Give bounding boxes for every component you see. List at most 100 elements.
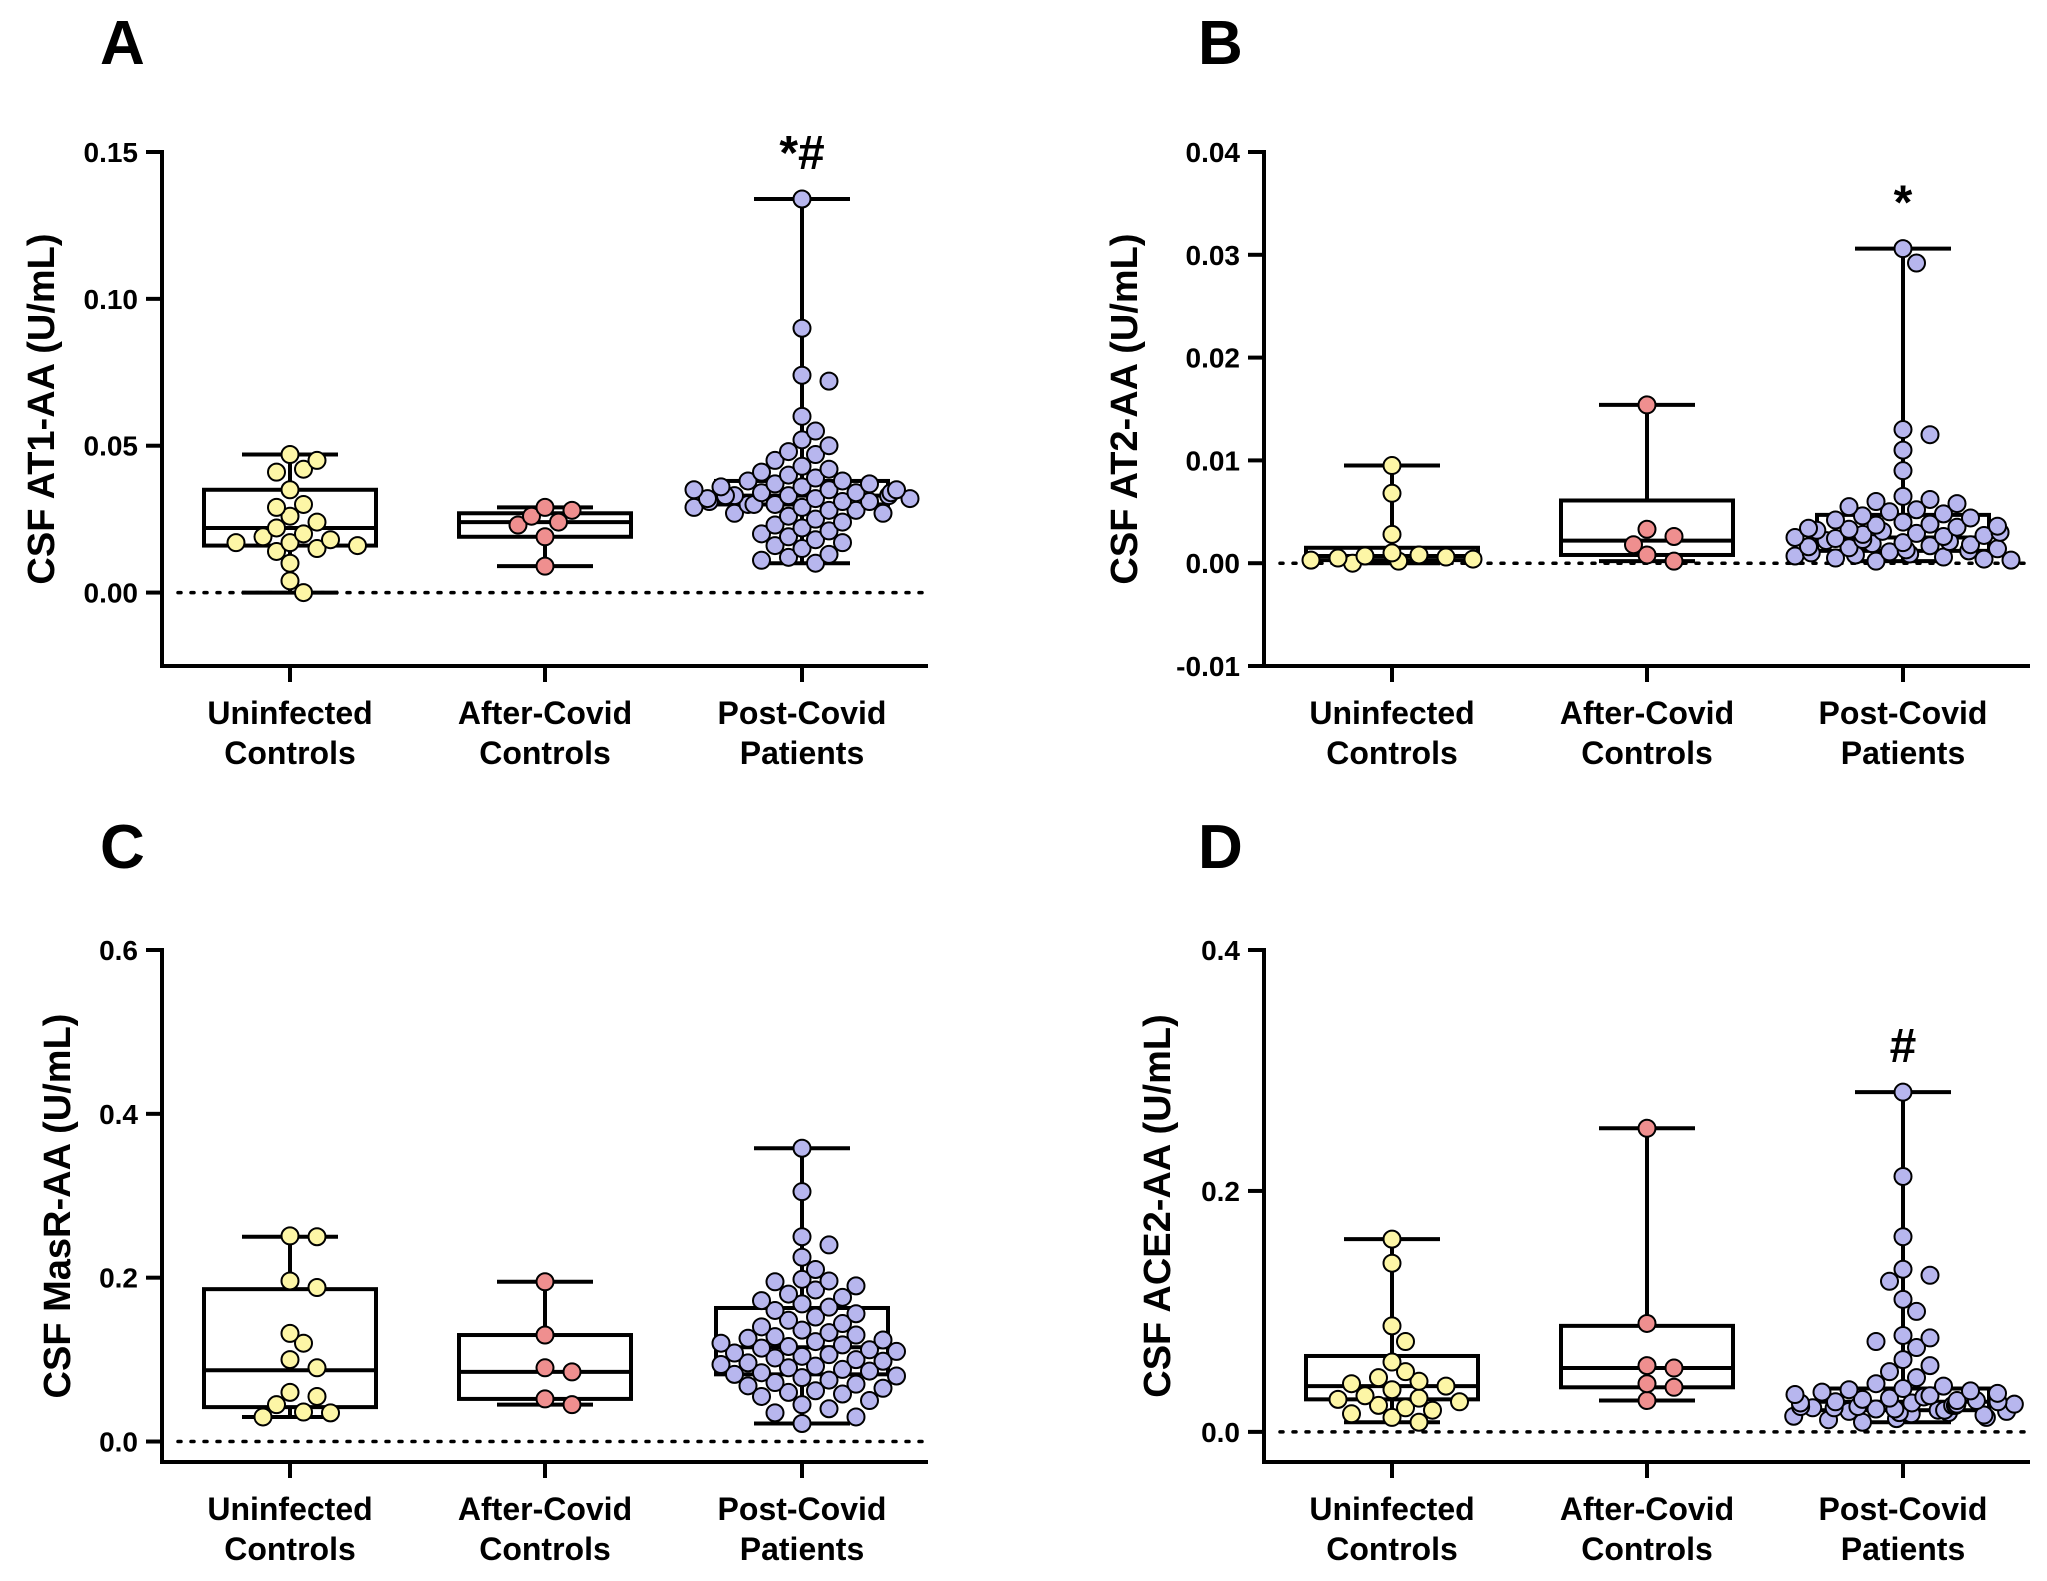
data-point	[537, 499, 554, 516]
data-point	[767, 1404, 784, 1421]
data-point	[1330, 1391, 1347, 1408]
x-tick-label: Controls	[224, 1531, 356, 1567]
data-point	[537, 1390, 554, 1407]
data-point	[1962, 1382, 1979, 1399]
data-point	[1922, 491, 1939, 508]
data-point	[1384, 526, 1401, 543]
data-point	[537, 1359, 554, 1376]
group-after-covid-controls: After-Covid Controls	[458, 499, 632, 771]
x-tick-label: Patients	[740, 1531, 864, 1567]
y-axis-label: CSF MasR-AA (U/mL)	[37, 1014, 79, 1399]
y-tick-label: 0.4	[1201, 935, 1240, 966]
data-point	[794, 1249, 811, 1266]
data-point	[1639, 521, 1656, 538]
y-tick-label: 0.6	[99, 935, 138, 966]
y-tick-label: 0.4	[99, 1099, 138, 1130]
data-point	[1343, 1405, 1360, 1422]
data-point	[794, 1228, 811, 1245]
significance-marker: #	[1890, 1020, 1917, 1073]
data-point	[349, 537, 366, 554]
panel-b: BCSF AT2-AA (U/mL)-0.010.000.010.020.030…	[1104, 9, 2030, 771]
y-tick-label: 0.01	[1186, 445, 1241, 476]
data-point	[686, 481, 703, 498]
data-point	[1384, 1231, 1401, 1248]
data-point	[1343, 1375, 1360, 1392]
data-point	[1384, 485, 1401, 502]
data-point	[794, 1415, 811, 1432]
y-axis-label: CSF AT1-AA (U/mL)	[21, 233, 63, 584]
data-point	[794, 408, 811, 425]
data-point	[1787, 1386, 1804, 1403]
data-point	[821, 373, 838, 390]
x-tick-label: Patients	[1841, 1531, 1965, 1567]
x-tick-label: Patients	[740, 735, 864, 771]
y-tick-label: 0.0	[1201, 1417, 1240, 1448]
y-tick-label: 0.05	[84, 431, 139, 462]
data-point	[1895, 442, 1912, 459]
x-tick-label: Uninfected	[1309, 1491, 1474, 1527]
data-point	[1666, 528, 1683, 545]
data-point	[848, 1376, 865, 1393]
data-point	[1895, 1327, 1912, 1344]
data-point	[1895, 1084, 1912, 1101]
data-point	[282, 1351, 299, 1368]
data-point	[821, 546, 838, 563]
data-point	[1895, 1261, 1912, 1278]
data-point	[821, 437, 838, 454]
data-point	[1384, 1255, 1401, 1272]
data-point	[295, 584, 312, 601]
data-point	[1639, 1315, 1656, 1332]
x-tick-label: Controls	[1581, 1531, 1713, 1567]
data-point	[713, 478, 730, 495]
data-point	[834, 514, 851, 531]
group-post-covid-patients: Post-CovidPatients	[713, 1140, 906, 1567]
data-point	[1922, 1357, 1939, 1374]
panel-c: CCSF MasR-AA (U/mL)0.00.20.40.6Uninfecte…	[37, 813, 928, 1567]
data-point	[848, 1408, 865, 1425]
data-point	[322, 531, 339, 548]
data-point	[834, 472, 851, 489]
group-after-covid-controls: After-Covid Controls	[458, 1273, 632, 1567]
data-point	[295, 525, 312, 542]
data-point	[282, 1325, 299, 1342]
data-point	[1989, 518, 2006, 535]
data-point	[564, 1396, 581, 1413]
data-point	[1922, 1267, 1939, 1284]
data-point	[1666, 553, 1683, 570]
significance-marker: *	[1894, 177, 1913, 230]
data-point	[1881, 1363, 1898, 1380]
y-tick-label: 0.00	[1186, 548, 1241, 579]
y-axis-label: CSF AT2-AA (U/mL)	[1104, 233, 1146, 584]
data-point	[1868, 1375, 1885, 1392]
data-point	[537, 1273, 554, 1290]
data-point	[1639, 1120, 1656, 1137]
data-point	[1451, 1393, 1468, 1410]
group-uninfected-controls: UninfectedControls	[1303, 457, 1482, 771]
data-point	[753, 1318, 770, 1335]
data-point	[268, 519, 285, 536]
data-point	[807, 1261, 824, 1278]
data-point	[780, 1286, 797, 1303]
group-after-covid-controls: After-Covid Controls	[1560, 1120, 1734, 1567]
data-point	[1895, 1291, 1912, 1308]
data-point	[255, 1408, 272, 1425]
data-point	[794, 367, 811, 384]
data-point	[794, 190, 811, 207]
y-tick-label: 0.15	[84, 137, 139, 168]
data-point	[753, 1292, 770, 1309]
data-point	[1908, 255, 1925, 272]
x-tick-label: Post-Covid	[718, 695, 887, 731]
data-point	[1639, 396, 1656, 413]
data-point	[282, 555, 299, 572]
data-point	[1465, 551, 1482, 568]
data-point	[1330, 550, 1347, 567]
x-tick-label: Post-Covid	[1819, 695, 1988, 731]
data-point	[1922, 426, 1939, 443]
significance-marker: *#	[779, 127, 824, 180]
data-point	[1357, 548, 1374, 565]
data-point	[1989, 540, 2006, 557]
group-uninfected-controls: UninfectedControls	[1306, 1231, 1478, 1567]
data-point	[1895, 421, 1912, 438]
data-point	[309, 1279, 326, 1296]
y-tick-label: -0.01	[1176, 651, 1240, 682]
